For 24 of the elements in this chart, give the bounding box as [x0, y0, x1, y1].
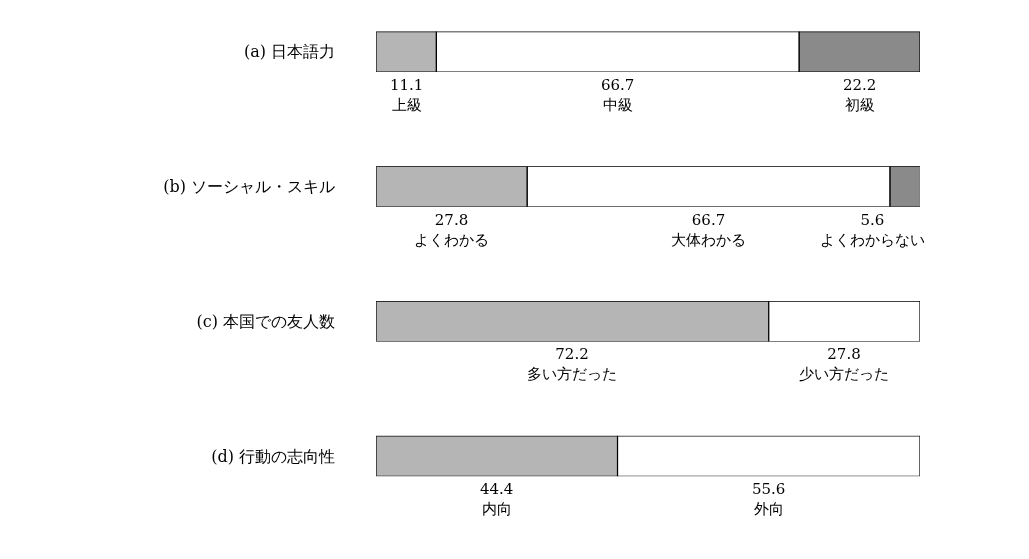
data-label: 5.6: [860, 211, 885, 229]
data-label: 72.2: [555, 345, 589, 363]
series-label: 初級: [844, 95, 875, 114]
series-label: 多い方だった: [527, 364, 617, 383]
data-label: 22.2: [843, 76, 877, 94]
data-label: 11.1: [390, 76, 424, 94]
data-label: 55.6: [752, 480, 786, 498]
y-tick-label: (b) ソーシャル・スキル: [163, 177, 336, 197]
data-label: 27.8: [827, 345, 861, 363]
data-label: 66.7: [601, 76, 635, 94]
series-label: よくわかる: [414, 230, 489, 249]
series-label: 中級: [602, 95, 633, 114]
y-tick-label: (a) 日本語力: [243, 42, 336, 62]
data-label: 27.8: [434, 211, 469, 229]
series-label: 外向: [753, 499, 784, 518]
data-label: 44.4: [480, 480, 514, 498]
series-label: 少い方だった: [799, 364, 889, 383]
series-label: 大体わかる: [671, 230, 746, 249]
series-label: 内向: [481, 499, 512, 518]
series-label: よくわからない: [820, 230, 925, 249]
y-tick-label: (c) 本国での友人数: [196, 311, 336, 331]
y-tick-label: (d) 行動の志向性: [211, 446, 336, 466]
data-label: 66.7: [691, 211, 726, 229]
series-label: 上級: [391, 95, 422, 114]
